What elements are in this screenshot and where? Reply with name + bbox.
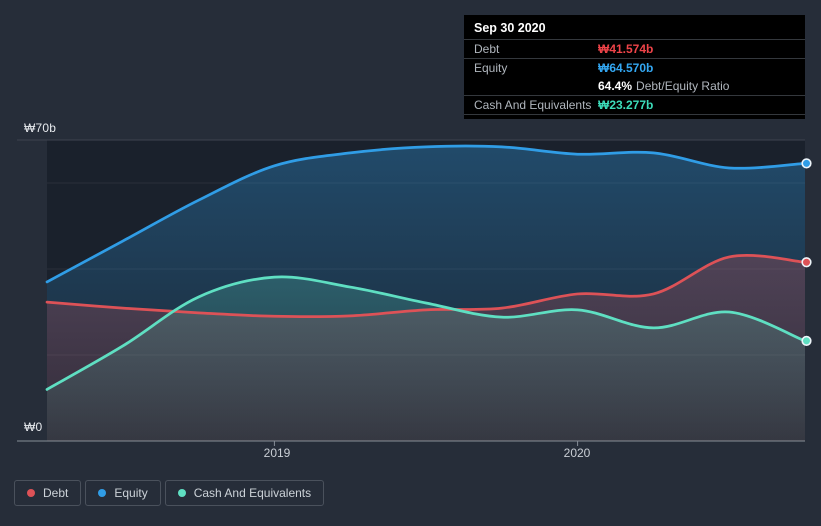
- debt-endpoint-marker[interactable]: [801, 257, 812, 268]
- legend-equity-label: Equity: [114, 486, 148, 500]
- tooltip-date: Sep 30 2020: [464, 15, 805, 40]
- tooltip-debt-value: ₩41.574b: [598, 42, 654, 56]
- cash-line[interactable]: [45, 275, 807, 391]
- legend-item-debt[interactable]: Debt: [14, 480, 82, 506]
- y-axis-zero-label: ₩0: [24, 420, 43, 434]
- tooltip-cash-label: Cash And Equivalents: [474, 98, 592, 112]
- tooltip-equity-row: Equity ₩64.570b: [464, 59, 805, 77]
- legend-cash-label: Cash And Equivalents: [193, 486, 312, 500]
- legend-item-cash[interactable]: Cash And Equivalents: [164, 480, 325, 506]
- cash-endpoint-marker[interactable]: [801, 335, 812, 347]
- chart-tooltip: Sep 30 2020 Debt ₩41.574b Equity ₩64.570…: [464, 15, 805, 119]
- tooltip-debt-label: Debt: [474, 42, 500, 56]
- x-axis-label-2020: 2020: [563, 446, 591, 460]
- tooltip-debt-row: Debt ₩41.574b: [464, 40, 805, 59]
- debt-line[interactable]: [45, 254, 807, 319]
- tooltip-ratio-row: 64.4% Debt/Equity Ratio: [464, 77, 805, 96]
- y-axis-max-label: ₩70b: [24, 121, 57, 135]
- legend-item-equity[interactable]: Equity: [85, 480, 161, 506]
- chart-legend: Debt Equity Cash And Equivalents: [14, 480, 325, 506]
- equity-series-dot-icon: [98, 489, 107, 497]
- equity-endpoint-marker[interactable]: [801, 158, 812, 169]
- tooltip-equity-value: ₩64.570b: [598, 61, 654, 75]
- cash-series-dot-icon: [177, 489, 186, 497]
- legend-debt-label: Debt: [43, 486, 69, 500]
- cash-area: [47, 276, 805, 441]
- tooltip-cash-value: ₩23.277b: [598, 98, 654, 112]
- debt-series-dot-icon: [27, 489, 35, 497]
- equity-line[interactable]: [45, 144, 807, 284]
- x-axis-label-2019: 2019: [263, 446, 291, 460]
- tooltip-equity-label: Equity: [474, 61, 508, 75]
- tooltip-ratio-label: Debt/Equity Ratio: [636, 79, 730, 93]
- tooltip-cash-row: Cash And Equivalents ₩23.277b: [464, 96, 805, 115]
- tooltip-ratio-value: 64.4%: [598, 79, 633, 93]
